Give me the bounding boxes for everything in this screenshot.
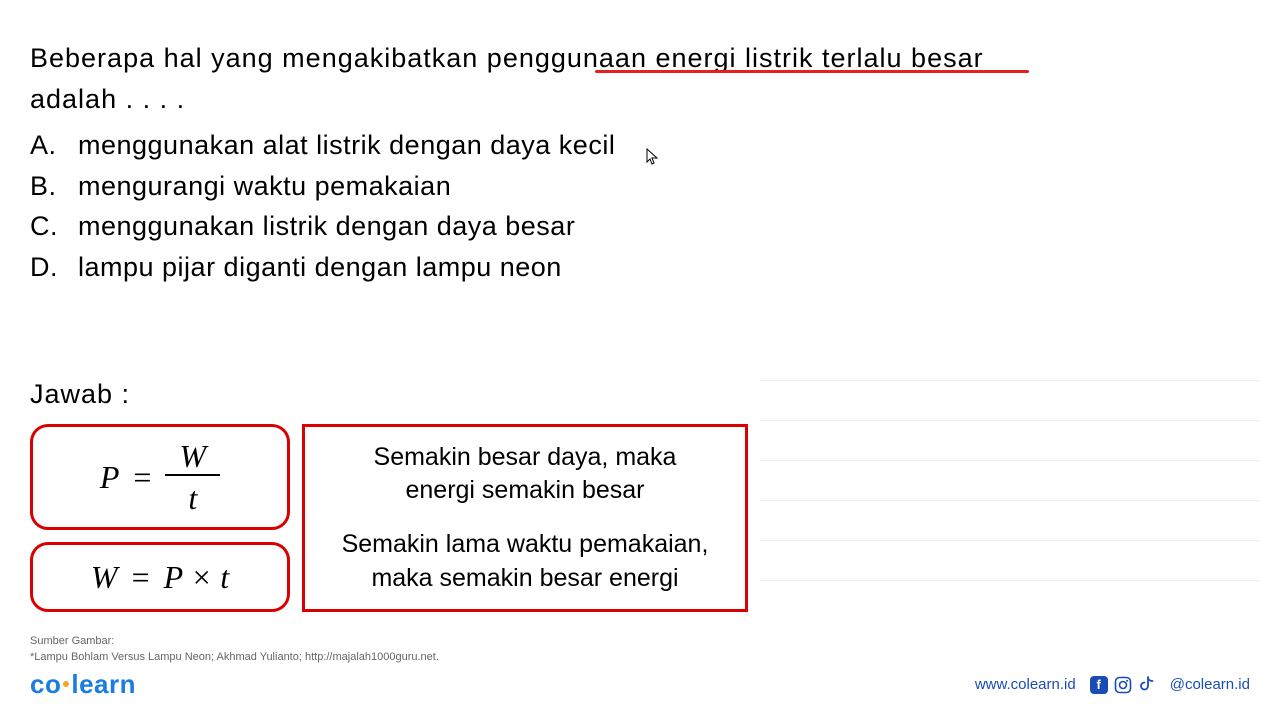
formula-box-energy: W = P × t (30, 542, 290, 612)
option-text: menggunakan listrik dengan daya besar (78, 206, 575, 247)
question-underlined: energi listrik terlalu besar (655, 43, 983, 73)
formula-box-power: P = W t (30, 424, 290, 530)
explanation2-line2: maka semakin besar energi (371, 562, 678, 596)
formula-eq: = (133, 459, 151, 496)
option-c: C. menggunakan listrik dengan daya besar (30, 206, 1250, 247)
fraction-denominator: t (174, 476, 211, 514)
option-text: mengurangi waktu pemakaian (78, 166, 451, 207)
formula-lhs: W (91, 559, 118, 596)
instagram-icon[interactable] (1114, 676, 1132, 694)
option-letter: D. (30, 247, 78, 288)
logo-part2: learn (71, 669, 136, 699)
social-icons: f (1090, 676, 1156, 694)
social-handle[interactable]: @colearn.id (1170, 676, 1250, 693)
explanation2-line1: Semakin lama waktu pemakaian, (342, 528, 709, 562)
red-underline (595, 70, 1029, 73)
explanation1-line1: Semakin besar daya, maka (374, 441, 677, 475)
option-text: lampu pijar diganti dengan lampu neon (78, 247, 562, 288)
formula-eq: = (132, 559, 150, 596)
option-letter: B. (30, 166, 78, 207)
fraction-numerator: W (165, 440, 220, 474)
option-b: B. mengurangi waktu pemakaian (30, 166, 1250, 207)
facebook-icon[interactable]: f (1090, 676, 1108, 694)
formula-fraction: W t (165, 440, 220, 514)
answer-label: Jawab : (30, 379, 1250, 410)
logo-dot-icon (63, 681, 69, 687)
colearn-logo: colearn (30, 669, 136, 700)
footer: Sumber Gambar: *Lampu Bohlam Versus Lamp… (30, 634, 1250, 700)
source-label: Sumber Gambar: (30, 634, 1250, 649)
explanation1-line2: energi semakin besar (405, 474, 644, 508)
answer-section: Jawab : P = W t W (30, 379, 1250, 612)
option-letter: C. (30, 206, 78, 247)
options-list: A. menggunakan alat listrik dengan daya … (30, 125, 1250, 287)
option-text: menggunakan alat listrik dengan daya kec… (78, 125, 615, 166)
question-line2: adalah . . . . (30, 79, 1250, 120)
website-link[interactable]: www.colearn.id (975, 676, 1076, 693)
explanation-box: Semakin besar daya, maka energi semakin … (302, 424, 748, 612)
source-text: *Lampu Bohlam Versus Lampu Neon; Akhmad … (30, 650, 1250, 665)
tiktok-icon[interactable] (1138, 676, 1156, 694)
formula-lhs: P (100, 459, 120, 496)
option-a: A. menggunakan alat listrik dengan daya … (30, 125, 1250, 166)
option-letter: A. (30, 125, 78, 166)
question-text: Beberapa hal yang mengakibatkan pengguna… (30, 38, 1250, 119)
question-line1-part1: Beberapa hal yang mengakibatkan pengguna… (30, 43, 655, 73)
formula-rhs: P × t (164, 559, 229, 596)
logo-part1: co (30, 669, 61, 699)
option-d: D. lampu pijar diganti dengan lampu neon (30, 247, 1250, 288)
